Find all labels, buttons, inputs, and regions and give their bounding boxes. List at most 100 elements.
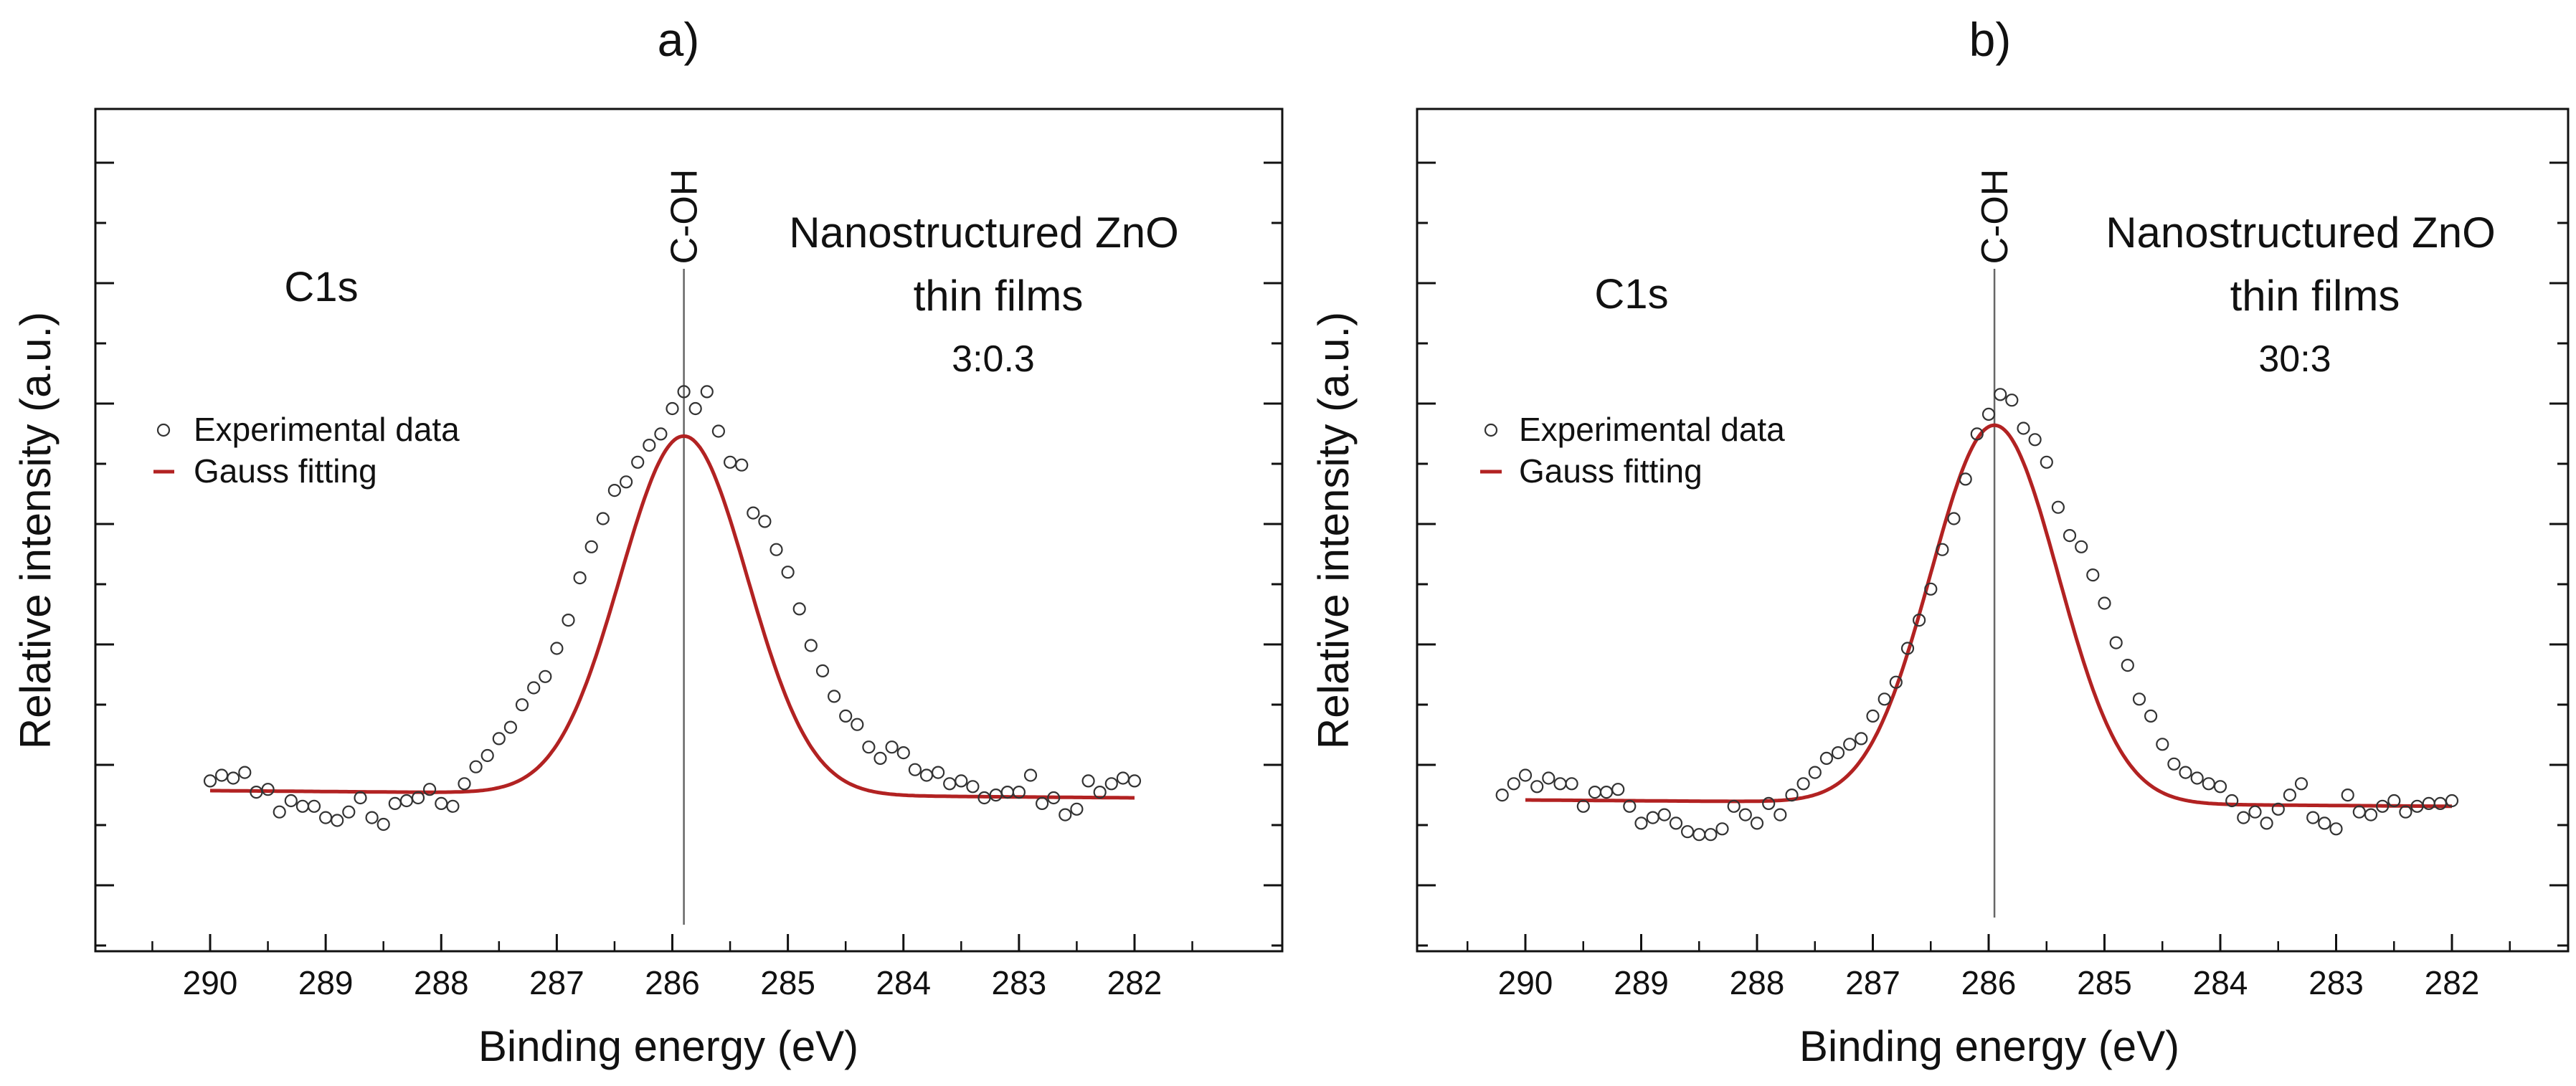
data-point [688,401,702,416]
title-line-1: Nanostructured ZnO [789,209,1179,257]
chart-panel-a: a) 290 289 288 287 286 285 284 283 282 C-OH C1s … [11,13,1284,1070]
data-point [399,794,414,808]
data-point [458,777,471,791]
data-point [666,401,679,416]
panel-label: a) [658,13,700,66]
data-point [1657,808,1671,821]
data-point [1530,780,1544,794]
data-point [331,814,344,827]
data-point [781,566,795,579]
data-point [2132,692,2146,706]
data-point [1507,777,1520,791]
data-point [550,642,564,655]
data-point [435,796,448,811]
data-point [815,664,830,678]
data-point [862,740,876,754]
legend: Experimental data Gauss fitting [153,411,460,490]
data-point [1924,582,1938,596]
data-point [931,766,945,779]
data-point [2028,433,2042,447]
data-point [943,777,957,791]
data-point [2318,816,2331,830]
data-point [273,805,286,819]
peak-label: C-OH [664,169,706,265]
data-point [1738,808,1752,821]
region-label: C1s [1594,271,1668,318]
data-point [827,690,841,703]
data-point [2144,709,2158,723]
data-point [2156,738,2169,751]
data-point [631,455,645,469]
data-point [2017,421,2030,435]
data-point [1646,811,1659,824]
data-point [711,424,726,438]
data-point [1889,675,1903,689]
data-point [723,455,737,469]
data-point [1681,825,1695,839]
data-point [319,811,333,824]
gauss-fit-curve [209,434,1135,800]
chart-panel-b: b) 290 289 288 287 286 285 284 283 282 C-OH C1s … [1310,13,2570,1070]
data-point [1866,709,1880,723]
data-point [2399,805,2412,819]
plot-frame [1416,108,2570,953]
data-point [446,799,460,813]
x-axis-label: Binding energy (eV) [478,1022,858,1070]
x-tick-label: 289 [1614,964,1669,1001]
data-point [1599,785,1614,799]
data-point [2086,568,2100,582]
data-point [2260,816,2273,830]
x-tick-label: 284 [876,964,931,1001]
data-point [873,751,887,766]
data-point [2202,777,2215,791]
data-point [2341,788,2354,802]
data-point [1994,388,2007,401]
data-point [1565,777,1578,791]
x-tick-label: 284 [2193,964,2248,1001]
data-point [839,709,853,723]
x-ticks: 290 289 288 287 286 285 284 283 282 [1467,934,2511,1001]
legend-label-gauss: Gauss fitting [194,452,377,490]
data-point [1704,828,1718,842]
y-ticks [1417,161,2568,947]
x-tick-label: 290 [1498,964,1553,1001]
data-point [422,783,437,796]
data-point [2179,766,2192,779]
data-point [1692,828,1706,842]
data-point [1855,732,1868,746]
data-point [1012,785,1026,799]
data-point [2283,788,2296,802]
data-point [919,768,934,782]
data-point [966,780,980,794]
data-point [573,571,587,585]
data-point [619,475,633,489]
data-point [1774,808,1787,821]
data-point [2329,822,2343,836]
data-point [527,681,541,695]
data-point [735,458,749,472]
data-point [643,438,656,452]
x-tick-label: 287 [1845,964,1900,1001]
x-ticks: 290 289 288 287 286 285 284 283 282 [151,934,1193,1001]
data-point [2098,596,2111,610]
gauss-fit-curve [1525,423,2452,809]
data-point [607,483,622,497]
data-point [1081,774,1095,788]
data-point [2167,757,2181,771]
data-point [1127,774,1142,788]
data-point [804,639,818,652]
data-point [2271,802,2285,816]
data-point [307,799,321,813]
y-axis-label: Relative intensity (a.u.) [11,312,60,749]
data-point [1762,796,1776,811]
data-point [1947,512,1961,525]
data-point [955,774,968,788]
data-point [1669,816,1683,830]
data-point [896,746,910,760]
title-line-1: Nanostructured ZnO [2106,209,2496,257]
data-point [792,602,806,616]
data-point [2364,808,2378,821]
data-point [411,791,425,805]
data-point [1970,427,1984,441]
data-point [1819,751,1833,766]
